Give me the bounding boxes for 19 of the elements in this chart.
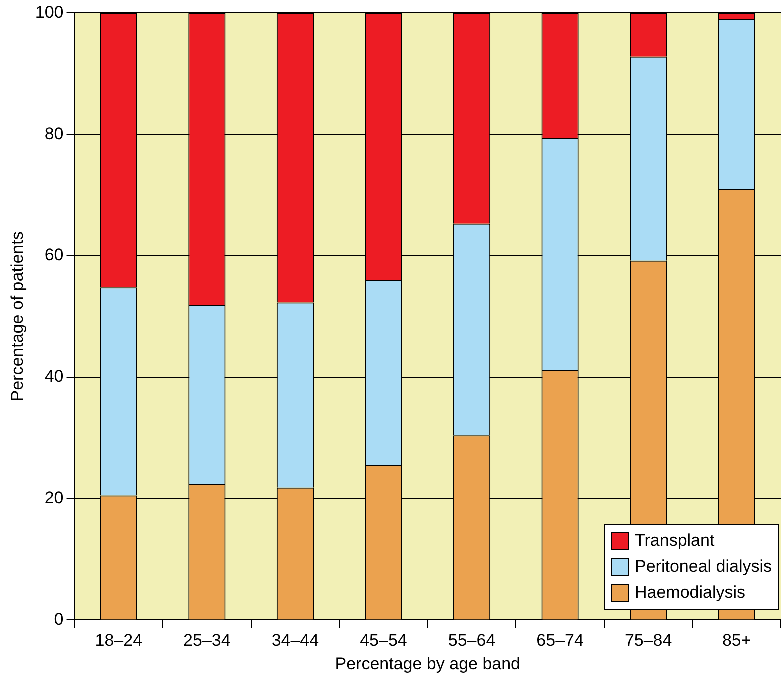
legend-label: Transplant xyxy=(634,530,716,552)
y-axis-title: Percentage of patients xyxy=(8,232,27,402)
y-tick-label: 40 xyxy=(44,367,64,386)
x-tick-label: 34–44 xyxy=(272,631,320,650)
x-tick-label: 25–34 xyxy=(184,631,231,650)
x-tick-label: 85+ xyxy=(722,631,752,650)
x-tick-label: 75–84 xyxy=(624,631,672,650)
legend-label: Haemodialysis xyxy=(634,582,747,604)
y-tick-label: 60 xyxy=(44,246,64,265)
y-tick-label: 20 xyxy=(44,488,64,508)
y-tick-label: 0 xyxy=(54,610,64,629)
x-axis-title: Percentage by age band xyxy=(335,654,521,674)
x-tick-label: 55–64 xyxy=(448,631,496,650)
x-tick-label: 45–54 xyxy=(360,631,408,650)
y-tick-label: 80 xyxy=(44,124,64,144)
legend-label: Peritoneal dialysis xyxy=(634,556,772,578)
y-tick-label: 100 xyxy=(35,2,64,22)
x-tick-label: 18–24 xyxy=(95,631,143,650)
x-tick-label: 65–74 xyxy=(536,631,584,650)
